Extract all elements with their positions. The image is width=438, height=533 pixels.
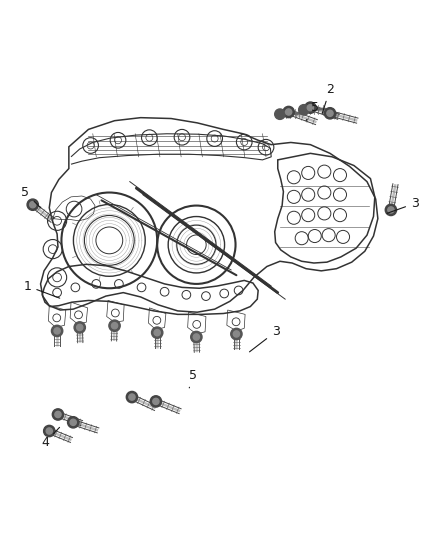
Circle shape	[54, 328, 60, 334]
Circle shape	[150, 396, 162, 407]
Circle shape	[30, 201, 36, 208]
Circle shape	[388, 207, 394, 213]
Circle shape	[324, 108, 336, 119]
Circle shape	[27, 199, 39, 211]
Text: 2: 2	[322, 83, 334, 114]
Circle shape	[51, 325, 63, 336]
Circle shape	[231, 328, 242, 340]
Circle shape	[191, 332, 202, 343]
Text: 5: 5	[306, 101, 319, 120]
Circle shape	[70, 419, 76, 425]
Text: 5: 5	[189, 369, 197, 388]
Circle shape	[77, 324, 83, 330]
Text: 5: 5	[21, 186, 41, 208]
Circle shape	[385, 204, 396, 215]
Text: 4: 4	[41, 427, 60, 449]
Circle shape	[111, 322, 118, 329]
Circle shape	[152, 327, 163, 338]
Circle shape	[193, 334, 199, 340]
Text: 3: 3	[250, 325, 279, 352]
Circle shape	[74, 322, 85, 333]
Circle shape	[129, 394, 135, 400]
Circle shape	[153, 398, 159, 405]
Circle shape	[286, 109, 292, 115]
Circle shape	[126, 391, 138, 403]
Circle shape	[233, 331, 240, 337]
Text: 1: 1	[24, 280, 60, 298]
Circle shape	[44, 425, 55, 437]
Circle shape	[305, 102, 316, 114]
Circle shape	[299, 104, 309, 115]
Circle shape	[109, 320, 120, 332]
Circle shape	[46, 428, 53, 434]
Circle shape	[307, 104, 314, 111]
Circle shape	[67, 417, 79, 428]
Circle shape	[154, 329, 160, 336]
Circle shape	[327, 110, 333, 116]
Text: 3: 3	[387, 197, 419, 213]
Circle shape	[55, 411, 61, 417]
Circle shape	[52, 409, 64, 420]
Circle shape	[275, 109, 285, 119]
Circle shape	[283, 107, 294, 118]
